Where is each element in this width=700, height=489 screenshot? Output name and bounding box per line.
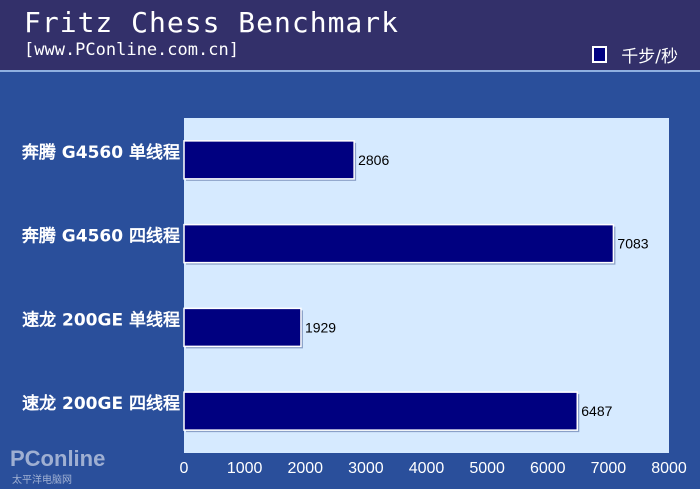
watermark: PConline [10, 446, 105, 471]
x-tick-label: 7000 [591, 460, 627, 477]
category-label: 奔腾 G4560 四线程 [21, 226, 180, 247]
x-tick-label: 2000 [287, 460, 323, 477]
data-label: 2806 [358, 152, 389, 168]
chart-subtitle: [www.PConline.com.cn] [24, 40, 239, 60]
category-label: 速龙 200GE 单线程 [22, 309, 180, 330]
bar [183, 140, 355, 180]
x-tick-label: 0 [180, 460, 189, 477]
data-label: 6487 [581, 403, 612, 419]
legend-swatch [592, 46, 608, 63]
data-label: 7083 [617, 236, 648, 252]
x-tick-label: 1000 [227, 460, 263, 477]
legend-label: 千步/秒 [621, 47, 678, 67]
bar [183, 223, 615, 264]
category-label: 速龙 200GE 四线程 [22, 393, 180, 414]
bar [183, 307, 302, 348]
x-tick-label: 4000 [409, 460, 445, 477]
x-tick-label: 3000 [348, 460, 384, 477]
x-tick-label: 6000 [530, 460, 566, 477]
x-tick-label: 5000 [469, 460, 505, 477]
chart-header: Fritz Chess Benchmark [www.PConline.com.… [0, 0, 700, 72]
watermark-sub: 太平洋电脑网 [12, 473, 72, 486]
bar [183, 391, 579, 431]
category-label: 奔腾 G4560 单线程 [21, 142, 180, 163]
x-tick-label: 8000 [651, 460, 687, 477]
data-label: 1929 [305, 319, 336, 335]
chart-title: Fritz Chess Benchmark [24, 6, 400, 39]
legend: 千步/秒 [592, 42, 678, 67]
